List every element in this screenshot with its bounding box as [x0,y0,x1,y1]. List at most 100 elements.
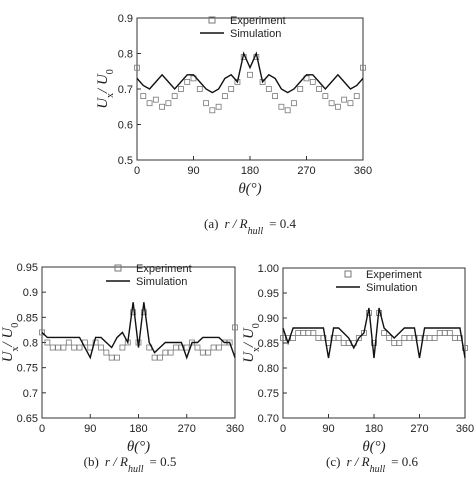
y-axis-label: Ux/ U0 [241,323,262,363]
experiment-point [360,64,366,71]
experiment-point [272,93,279,99]
experiment-point [328,100,335,107]
experiment-point [215,103,222,110]
legend-label: Experiment [366,269,422,281]
y-label-part: / U [0,327,16,348]
y-tick-label: 0.95 [258,288,279,300]
experiment-point [290,335,297,341]
x-tick-label: 180 [129,423,147,435]
experiment-point [65,339,72,346]
y-tick-label: 0.9 [118,13,133,25]
legend-label: Experiment [136,263,192,275]
experiment-point [216,344,222,351]
x-tick-label: 270 [178,423,196,435]
experiment-point [386,335,393,341]
experiment-point [130,309,137,316]
experiment-point [146,100,153,107]
experiment-point [203,100,209,107]
experiment-point [441,330,448,336]
legend-label: Simulation [136,276,187,288]
legend-marker [114,264,122,272]
caption-part: r / R [105,454,128,469]
experiment-point [178,86,184,92]
experiment-point [341,96,348,103]
y-tick-label: 0.7 [118,84,133,96]
y-axis-label: Ux/ U0 [0,323,21,363]
legend-label: Experiment [230,15,286,27]
x-tick-label: 0 [280,423,286,435]
experiment-point [151,354,158,361]
y-tick-label: 0.85 [17,312,38,324]
x-tick-label: 0 [134,165,140,177]
legend-marker [208,16,216,24]
y-axis-label: Ux/ U0 [95,69,116,109]
x-tick-label: 360 [226,423,244,435]
experiment-point [340,340,347,346]
y-tick-label: 0.9 [23,287,38,299]
experiment-point [309,79,316,85]
experiment-point [284,107,291,114]
experiment-point [205,349,212,356]
experiment-point [315,335,322,341]
experiment-point [426,335,433,341]
legend-marker [344,270,352,278]
legend-label: Simulation [366,282,417,294]
experiment-point [295,330,302,336]
experiment-point [446,330,453,336]
experiment-point [431,335,438,341]
caption: (c) r / Rhull = 0.6 [326,454,418,475]
experiment-point [114,354,120,361]
y-tick-label: 0.5 [118,155,133,167]
caption-part: hull [248,226,264,237]
caption-part: hull [370,464,386,475]
experiment-point [159,103,166,110]
experiment-point [108,354,115,361]
caption-part: r / R [346,454,369,469]
x-tick-label: 90 [322,423,334,435]
experiment-point [320,335,327,341]
y-label-part: x [251,347,262,352]
subplot: 0.65 0.7 0.75 0.8 0.85 0.9 0.95 0 90 180 270 360 θ(°… [0,262,244,475]
experiment-point [322,93,329,99]
x-tick-label: 270 [410,423,428,435]
experiment-point [291,100,297,107]
experiment-point [157,354,163,361]
x-tick-label: 360 [456,423,474,435]
caption: (b) r / Rhull = 0.5 [84,454,177,475]
y-label-part: x [105,93,116,98]
y-label-part: / U [95,73,111,94]
y-tick-label: 0.7 [23,388,38,400]
caption-part: = 0.6 [391,454,418,469]
y-label-part: x [10,346,21,351]
experiment-point [316,86,322,92]
experiment-point [396,340,403,346]
x-tick-label: 180 [365,423,383,435]
caption-part: = 0.5 [150,454,177,469]
y-tick-label: 0.85 [258,338,279,350]
y-tick-label: 0.75 [258,388,279,400]
experiment-point [165,100,172,107]
experiment-point [134,64,140,71]
experiment-point [347,100,354,107]
experiment-point [457,335,463,341]
simulation-line [136,51,364,94]
caption-part: = 0.4 [269,216,296,231]
experiment-point [140,93,147,99]
experiment-point [184,79,191,85]
y-label-part: U [241,351,257,363]
experiment-point [310,330,317,336]
caption-part: hull [128,464,144,475]
experiment-point [71,344,78,351]
experiment-point [39,329,45,336]
experiment-point [49,344,56,351]
experiment-point [232,324,238,331]
experiment-point [278,103,285,110]
y-tick-label: 0.75 [17,363,38,375]
experiment-point [196,86,203,92]
simulation-line [282,307,466,359]
experiment-point [210,344,217,351]
y-label-part: 0 [10,323,21,328]
experiment-point [401,335,408,341]
